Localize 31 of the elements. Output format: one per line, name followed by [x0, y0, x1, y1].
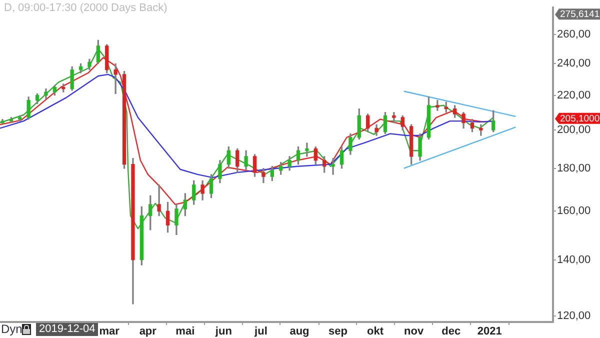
candlestick — [392, 112, 396, 124]
x-tick-label: sep — [328, 326, 348, 338]
x-tick-label: dec — [442, 326, 461, 338]
text: 205,1000 — [560, 113, 600, 124]
y-tick-label: 160,00 — [557, 205, 591, 218]
x-tick-label: mai — [176, 326, 195, 338]
x-tick-label: aug — [290, 326, 310, 338]
y-tick-label: 260,00 — [557, 28, 591, 41]
y-tick-label: 200,00 — [557, 124, 591, 136]
chart-title: D, 09:00-17:30 (2000 Days Back) — [4, 2, 168, 14]
y-tick-label: 120,00 — [557, 310, 591, 322]
text: 275,6141 — [560, 9, 600, 20]
x-tick-label: jul — [254, 326, 268, 338]
candlestick — [436, 100, 440, 111]
y-tick-label: 140,00 — [557, 254, 591, 266]
x-tick-label: mar — [99, 326, 120, 338]
x-tick-label: okt — [367, 326, 384, 338]
y-tick-label: 180,00 — [557, 162, 591, 174]
x-tick-label: nov — [404, 326, 424, 338]
text: 2019-12-04 — [36, 323, 98, 336]
x-tick-label: 2021 — [477, 326, 502, 338]
candlestick — [479, 124, 483, 136]
candlestick — [305, 142, 309, 157]
candlestick — [157, 184, 161, 216]
candlestick — [114, 63, 118, 94]
x-tick-label: jun — [214, 326, 232, 338]
candlestick — [331, 158, 335, 175]
y-tick-label: 220,00 — [557, 89, 591, 102]
x-tick-label: apr — [139, 326, 158, 338]
y-tick-label: 240,00 — [557, 58, 591, 70]
annotation: Dyn — [1, 322, 22, 336]
